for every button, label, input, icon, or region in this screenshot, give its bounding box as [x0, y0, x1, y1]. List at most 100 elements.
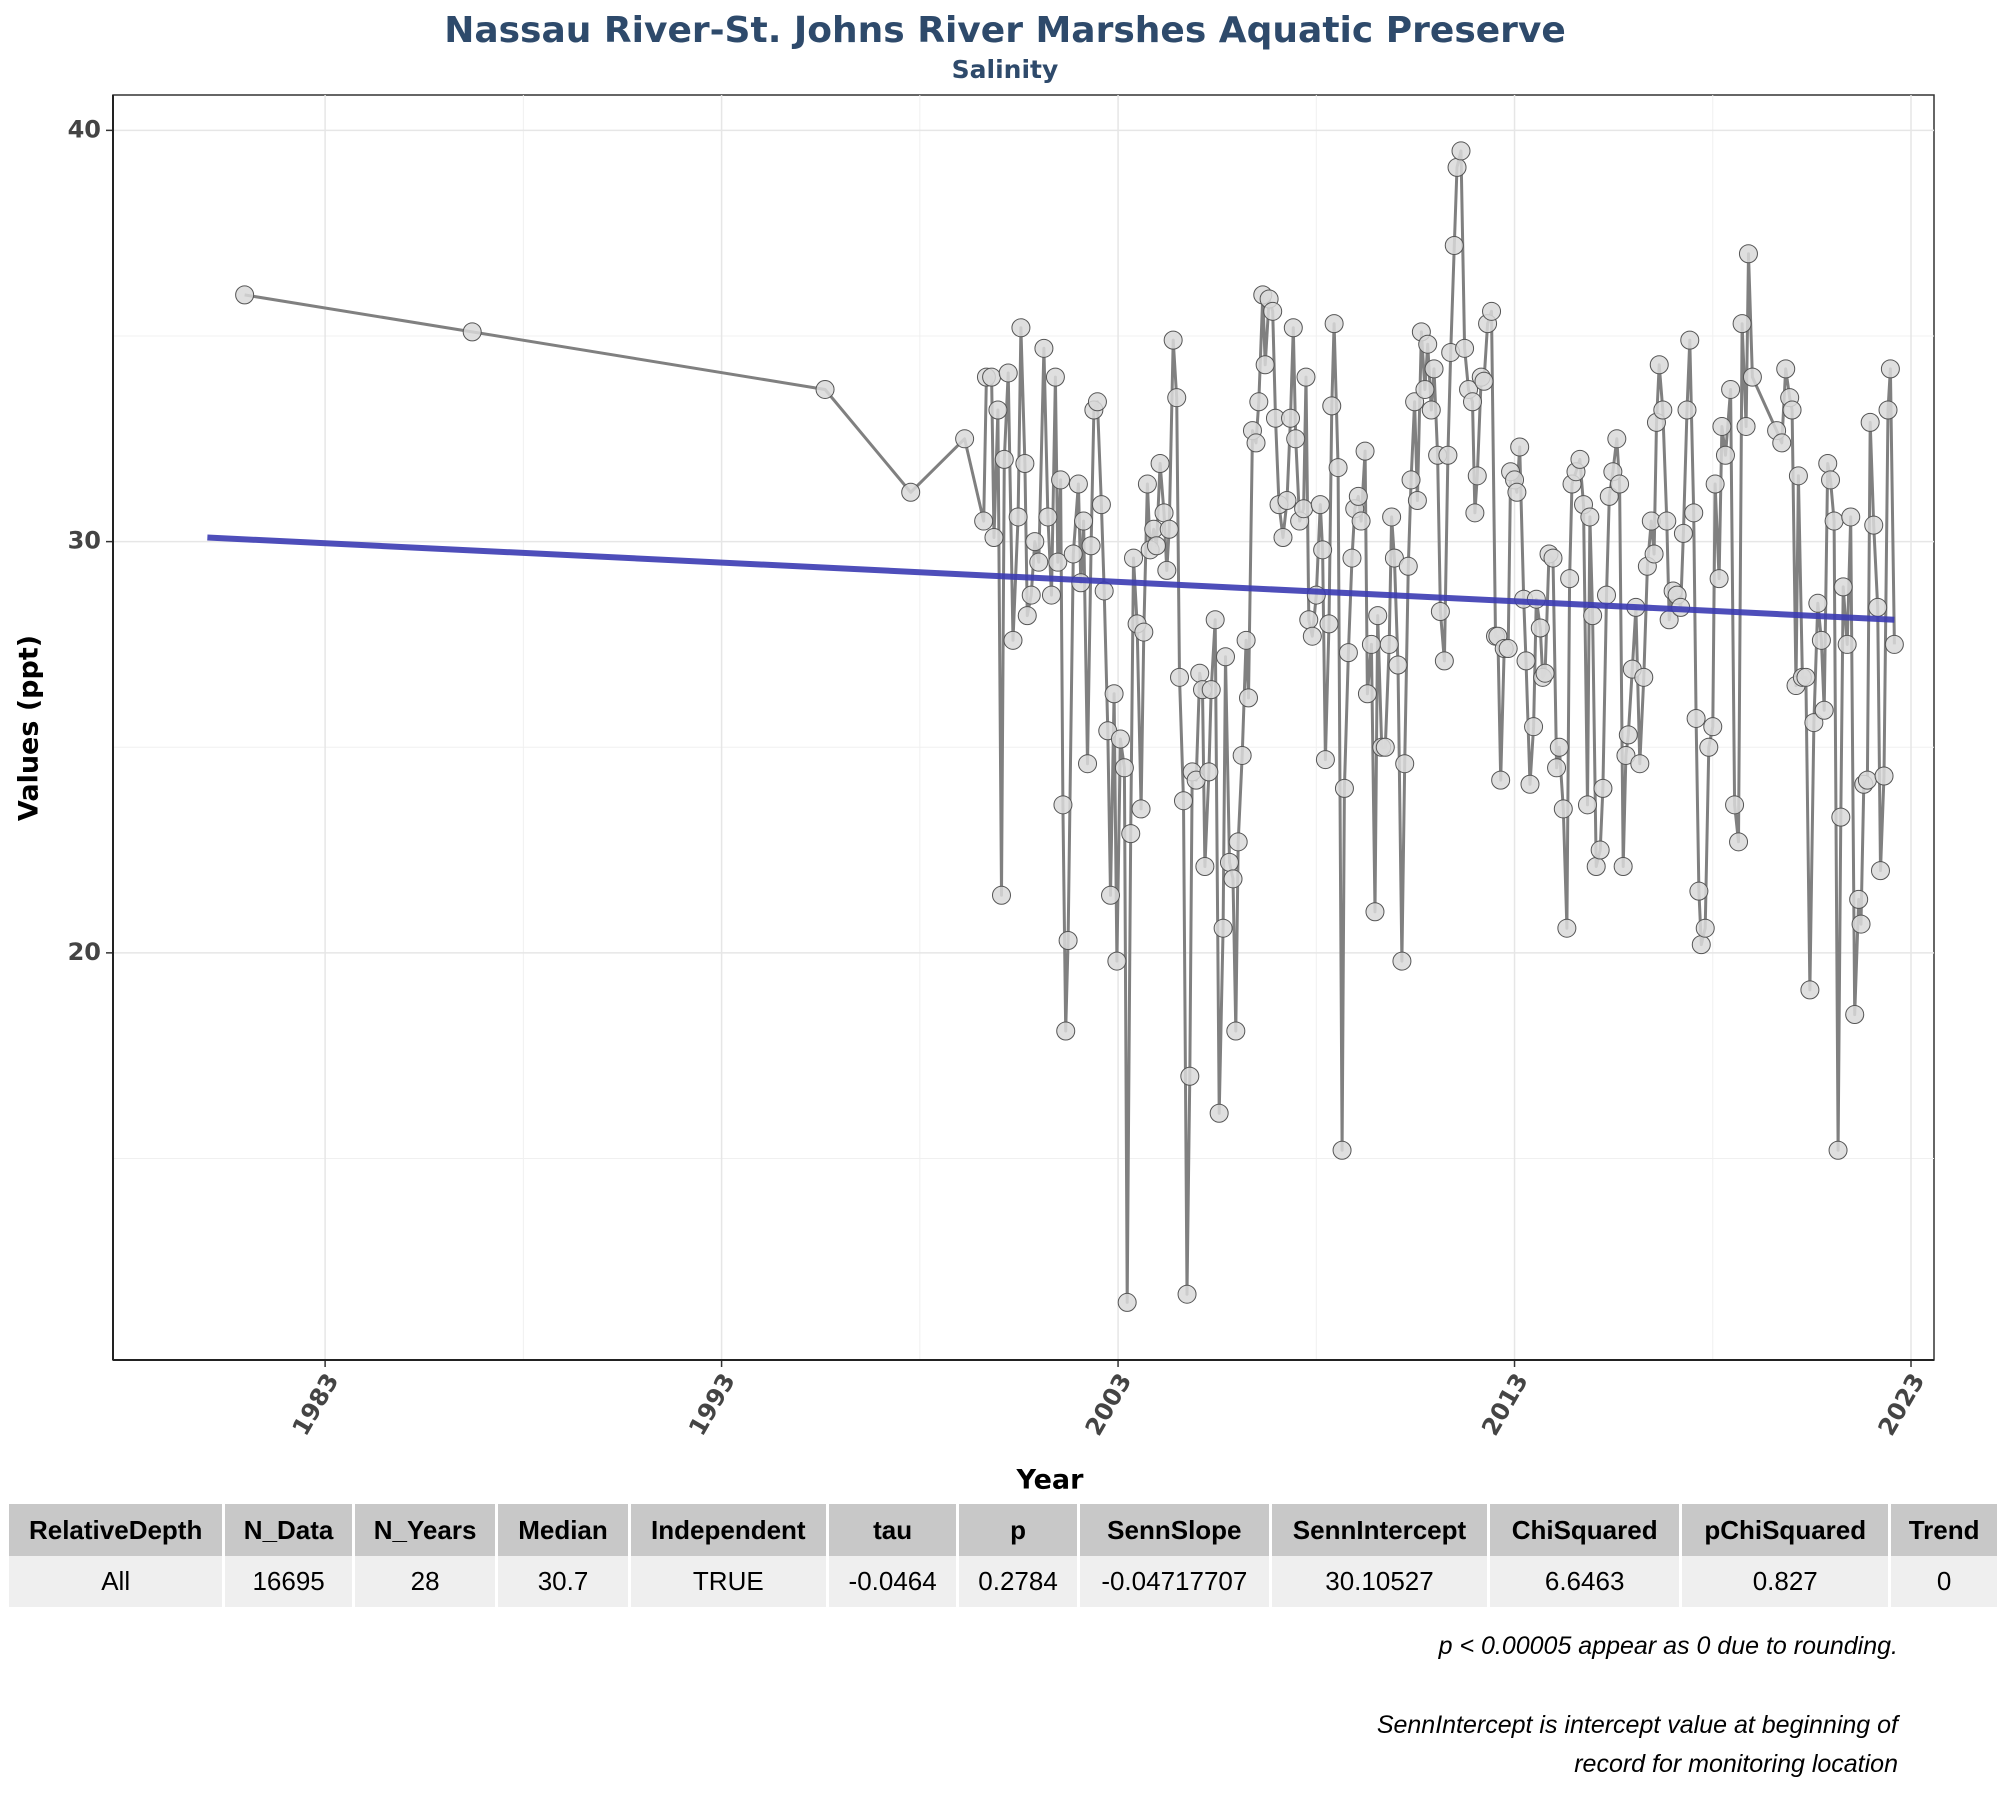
- data-point: [1560, 569, 1580, 589]
- data-point: [1137, 474, 1157, 494]
- data-point: [1170, 667, 1190, 687]
- data-point: [1238, 688, 1258, 708]
- data-point: [1159, 519, 1179, 539]
- data-point: [1034, 338, 1054, 358]
- data-point: [1845, 1005, 1865, 1025]
- data-point: [1725, 795, 1745, 815]
- table-header-cell: Trend: [1889, 1504, 2000, 1556]
- data-point: [1447, 157, 1467, 177]
- data-point: [1365, 902, 1385, 922]
- data-point: [1630, 754, 1650, 774]
- data-point: [1782, 400, 1802, 420]
- data-point: [1190, 663, 1210, 683]
- data-point: [994, 449, 1014, 469]
- note: p < 0.00005 appear as 0 due to rounding.: [1438, 1632, 1898, 1660]
- data-point: [1474, 371, 1494, 391]
- table-header-cell: N_Data: [223, 1504, 355, 1556]
- table-row: All 16695 28 30.7 TRUE -0.0464 0.2784 -0.047177…: [9, 1556, 2000, 1607]
- data-point: [1821, 470, 1841, 490]
- data-point: [1860, 412, 1880, 432]
- data-point: [1405, 392, 1425, 412]
- data-point: [1699, 737, 1719, 757]
- data-point: [1729, 832, 1749, 852]
- data-point: [1715, 445, 1735, 465]
- data-point: [1649, 355, 1669, 375]
- data-point: [1434, 651, 1454, 671]
- data-point: [1091, 495, 1111, 515]
- data-point: [1738, 244, 1758, 264]
- data-point: [1772, 433, 1792, 453]
- data-point: [1841, 507, 1861, 527]
- data-point: [1038, 507, 1058, 527]
- data-point: [1015, 453, 1035, 473]
- data-point: [1401, 470, 1421, 490]
- plot-panel: [112, 94, 1935, 1361]
- data-point: [1570, 449, 1590, 469]
- data-point: [1114, 758, 1134, 778]
- data-point: [1017, 606, 1037, 626]
- data-point: [1228, 832, 1248, 852]
- data-point: [1223, 869, 1243, 889]
- data-point: [1351, 511, 1371, 531]
- data-point: [974, 511, 994, 531]
- data-point: [1063, 544, 1083, 564]
- data-point: [235, 285, 255, 305]
- data-point: [1463, 392, 1483, 412]
- data-point: [1205, 610, 1225, 630]
- data-point: [1870, 861, 1890, 881]
- data-point: [1804, 713, 1824, 733]
- trend-line: [207, 534, 1895, 623]
- data-point: [1837, 634, 1857, 654]
- data-point: [1857, 770, 1877, 790]
- data-point: [1811, 630, 1831, 650]
- data-point: [1338, 643, 1358, 663]
- data-point: [1201, 680, 1221, 700]
- data-point: [1510, 437, 1530, 457]
- data-point: [1653, 400, 1673, 420]
- note: record for monitoring location: [1574, 1750, 1898, 1778]
- data-point: [1368, 606, 1388, 626]
- data-point: [1736, 416, 1756, 436]
- table-cell: 30.7: [496, 1556, 631, 1607]
- data-point: [1398, 556, 1418, 576]
- data-point: [1599, 486, 1619, 506]
- data-point: [1048, 552, 1068, 572]
- data-point: [1418, 334, 1438, 354]
- x-tick-label: 2023: [1873, 1369, 1931, 1441]
- data-point: [1818, 453, 1838, 473]
- data-point: [1051, 470, 1071, 490]
- data-point: [1880, 359, 1900, 379]
- data-point: [1831, 807, 1851, 827]
- data-point: [1467, 466, 1487, 486]
- data-point: [1430, 602, 1450, 622]
- data-point: [1421, 400, 1441, 420]
- data-point: [1610, 474, 1630, 494]
- data-point: [1788, 466, 1808, 486]
- data-point: [1263, 301, 1283, 321]
- data-point: [1543, 548, 1563, 568]
- table-header-cell: SennIntercept: [1270, 1504, 1491, 1556]
- data-point: [1684, 503, 1704, 523]
- data-point: [1796, 667, 1816, 687]
- data-point: [1549, 737, 1569, 757]
- data-point: [991, 885, 1011, 905]
- data-point: [901, 482, 921, 502]
- data-point: [1444, 236, 1464, 256]
- data-point: [988, 400, 1008, 420]
- data-point: [1577, 795, 1597, 815]
- data-point: [1107, 951, 1127, 971]
- data-point: [1644, 544, 1664, 564]
- data-point: [1849, 889, 1869, 909]
- data-point: [1110, 729, 1130, 749]
- table-cell: 0.2784: [957, 1556, 1080, 1607]
- table-header-cell: pChiSquared: [1680, 1504, 1892, 1556]
- data-point: [1657, 511, 1677, 531]
- table-cell: -0.0464: [827, 1556, 960, 1607]
- data-point: [1104, 684, 1124, 704]
- data-point: [998, 363, 1018, 383]
- table-header-cell: ChiSquared: [1488, 1504, 1683, 1556]
- x-axis-label: Year: [1016, 1465, 1085, 1496]
- y-axis-label: Values (ppt): [14, 635, 45, 821]
- data-point: [1618, 725, 1638, 745]
